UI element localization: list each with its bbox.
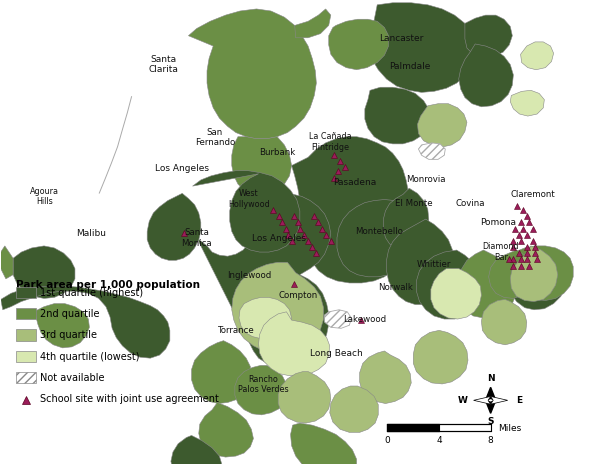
Text: Inglewood: Inglewood xyxy=(227,271,271,279)
Text: Miles: Miles xyxy=(498,424,521,433)
Text: Los Angeles: Los Angeles xyxy=(155,164,209,173)
Polygon shape xyxy=(188,9,317,139)
Polygon shape xyxy=(418,143,445,159)
Polygon shape xyxy=(199,403,253,457)
Polygon shape xyxy=(459,250,517,318)
Text: Malibu: Malibu xyxy=(76,229,106,238)
Text: Santa
Clarita: Santa Clarita xyxy=(149,55,179,74)
Polygon shape xyxy=(511,246,573,300)
Polygon shape xyxy=(193,171,300,252)
Polygon shape xyxy=(417,250,483,319)
Text: Pasadena: Pasadena xyxy=(333,178,376,187)
Polygon shape xyxy=(1,246,13,279)
Text: La Cañada
Flintridge: La Cañada Flintridge xyxy=(309,133,352,152)
Polygon shape xyxy=(13,246,75,299)
Polygon shape xyxy=(417,104,467,147)
Text: Montebello: Montebello xyxy=(355,227,403,236)
FancyBboxPatch shape xyxy=(16,287,36,298)
Text: N: N xyxy=(487,374,495,384)
Text: Diamond
Bar: Diamond Bar xyxy=(483,242,519,262)
Polygon shape xyxy=(330,386,378,432)
Polygon shape xyxy=(325,310,351,328)
Polygon shape xyxy=(465,15,512,57)
Polygon shape xyxy=(511,90,544,116)
Text: Rancho
Palos Verdes: Rancho Palos Verdes xyxy=(239,375,289,394)
Text: Santa
Monica: Santa Monica xyxy=(181,228,212,248)
Text: Torrance: Torrance xyxy=(218,326,255,335)
Polygon shape xyxy=(292,137,409,283)
Text: W: W xyxy=(458,396,467,405)
Text: San
Fernando: San Fernando xyxy=(195,128,235,147)
Text: S: S xyxy=(487,417,494,426)
Text: Long Beach: Long Beach xyxy=(310,350,363,359)
Polygon shape xyxy=(232,137,292,196)
Polygon shape xyxy=(329,19,389,70)
Polygon shape xyxy=(365,87,430,144)
Text: Whittier: Whittier xyxy=(417,259,451,268)
Text: Pomona: Pomona xyxy=(481,218,517,227)
Text: 3rd quartile: 3rd quartile xyxy=(40,331,97,340)
Text: 8: 8 xyxy=(488,437,493,445)
Text: 4: 4 xyxy=(436,437,442,445)
Polygon shape xyxy=(490,397,508,404)
Text: Compton: Compton xyxy=(278,291,317,299)
Polygon shape xyxy=(481,299,527,345)
Text: Lakewood: Lakewood xyxy=(343,315,386,324)
Polygon shape xyxy=(520,42,554,70)
Text: El Monte: El Monte xyxy=(395,199,432,208)
Polygon shape xyxy=(290,423,357,465)
Polygon shape xyxy=(489,250,535,299)
Polygon shape xyxy=(232,262,323,353)
Polygon shape xyxy=(387,219,454,305)
Polygon shape xyxy=(196,194,331,365)
Text: Monrovia: Monrovia xyxy=(406,175,445,184)
Polygon shape xyxy=(1,286,170,358)
Polygon shape xyxy=(295,9,331,38)
Polygon shape xyxy=(147,193,201,260)
Polygon shape xyxy=(384,188,429,250)
Polygon shape xyxy=(239,298,292,339)
Text: 2nd quartile: 2nd quartile xyxy=(40,309,100,319)
FancyBboxPatch shape xyxy=(16,351,36,362)
Text: Claremont: Claremont xyxy=(511,190,556,199)
Text: Burbank: Burbank xyxy=(259,148,296,157)
Text: Park area per 1,000 population: Park area per 1,000 population xyxy=(16,280,200,291)
Text: Los Angeles: Los Angeles xyxy=(253,233,306,243)
Text: 1st quartile (highest): 1st quartile (highest) xyxy=(40,288,143,298)
Polygon shape xyxy=(486,400,496,413)
FancyBboxPatch shape xyxy=(16,329,36,340)
Polygon shape xyxy=(235,365,287,415)
Text: Lancaster: Lancaster xyxy=(379,34,423,43)
Polygon shape xyxy=(509,248,566,310)
FancyBboxPatch shape xyxy=(16,308,36,319)
Text: 4th quartile (lowest): 4th quartile (lowest) xyxy=(40,352,140,362)
Text: Not available: Not available xyxy=(40,373,105,383)
Polygon shape xyxy=(459,44,514,107)
Text: Norwalk: Norwalk xyxy=(378,283,412,292)
Text: Agoura
Hills: Agoura Hills xyxy=(30,186,59,206)
Polygon shape xyxy=(34,304,90,348)
Text: Palmdale: Palmdale xyxy=(389,62,431,71)
Polygon shape xyxy=(431,269,481,319)
Text: E: E xyxy=(515,396,522,405)
Polygon shape xyxy=(370,3,475,93)
Polygon shape xyxy=(337,199,417,277)
Polygon shape xyxy=(360,351,411,404)
Polygon shape xyxy=(192,341,251,404)
Polygon shape xyxy=(414,330,468,384)
Polygon shape xyxy=(278,372,331,423)
Text: West
Hollywood: West Hollywood xyxy=(228,189,270,209)
Polygon shape xyxy=(511,246,558,301)
Polygon shape xyxy=(473,397,490,404)
Polygon shape xyxy=(259,312,330,376)
Polygon shape xyxy=(486,387,496,400)
Text: Covina: Covina xyxy=(456,199,486,208)
FancyBboxPatch shape xyxy=(16,372,36,383)
Text: 0: 0 xyxy=(384,437,390,445)
Text: School site with joint use agreement: School site with joint use agreement xyxy=(40,394,219,405)
Polygon shape xyxy=(171,435,223,465)
